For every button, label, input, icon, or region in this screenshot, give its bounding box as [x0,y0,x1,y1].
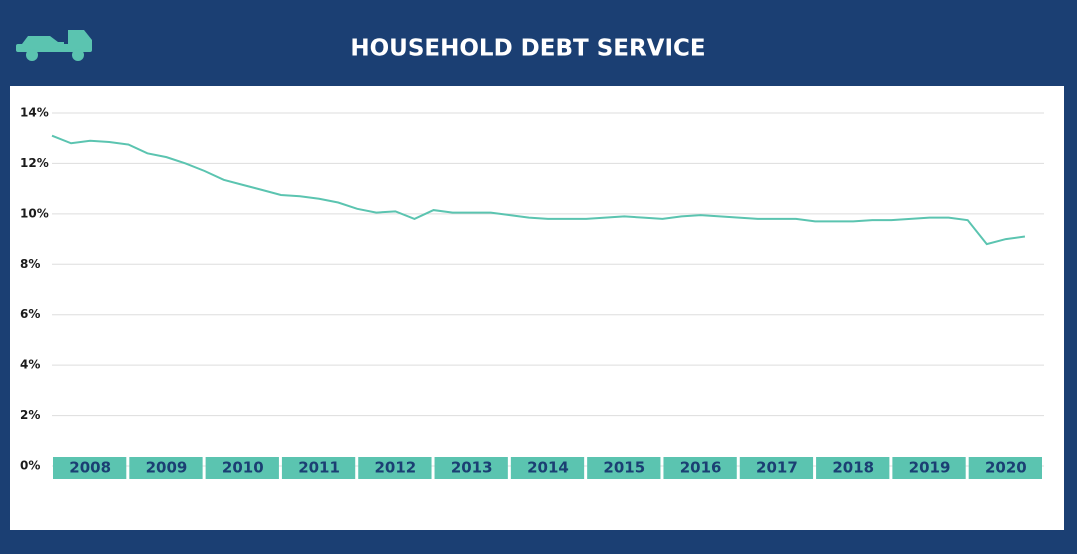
x-tick-label: 2017 [756,459,798,477]
year-band [129,457,203,479]
y-tick-label: 10% [20,206,49,220]
year-band [968,457,1042,479]
x-tick-label: 2009 [146,459,188,477]
y-tick-label: 8% [20,257,40,271]
year-band [205,457,279,479]
x-tick-label: 2019 [909,459,951,477]
x-tick-label: 2011 [298,459,340,477]
plot-panel [10,86,1064,530]
y-tick-label: 0% [20,459,40,473]
x-tick-label: 2018 [832,459,874,477]
year-band [510,457,585,479]
chart-title: HOUSEHOLD DEBT SERVICE [350,36,705,62]
x-tick-label: 2016 [680,459,722,477]
y-tick-label: 14% [20,106,49,120]
year-band [816,457,890,479]
x-tick-label: 2015 [603,459,645,477]
year-band [434,457,508,479]
year-band [663,457,737,479]
data-line [51,134,1026,246]
x-tick-label: 2020 [985,459,1027,477]
truck-icon [16,30,92,61]
x-tick-label: 2010 [222,459,264,477]
y-tick-label: 4% [20,358,40,372]
y-tick-label: 12% [20,156,49,170]
year-band [739,457,814,479]
y-tick-label: 6% [20,307,40,321]
x-tick-label: 2014 [527,459,569,477]
year-band [892,457,966,479]
x-tick-label: 2008 [69,459,111,477]
year-band [53,457,127,479]
y-tick-label: 2% [20,408,40,422]
year-band [587,457,661,479]
x-tick-label: 2012 [375,459,417,477]
year-band [358,457,432,479]
x-tick-label: 2013 [451,459,493,477]
year-band [281,457,356,479]
